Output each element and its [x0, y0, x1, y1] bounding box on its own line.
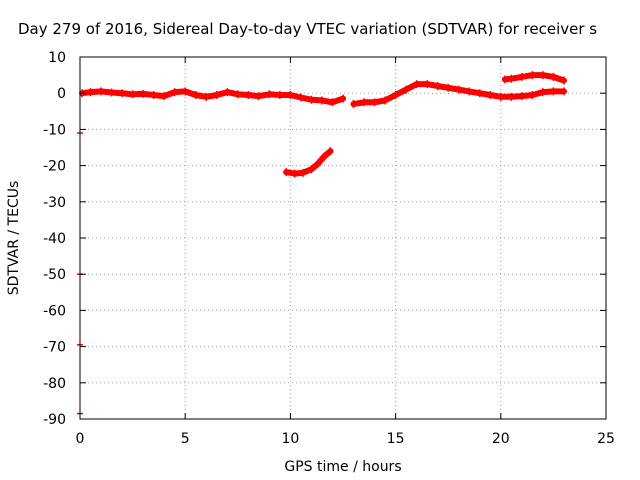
y-tick-label: -10 [43, 122, 66, 138]
data-point [291, 169, 298, 178]
data-point [297, 93, 304, 102]
data-point [327, 147, 334, 156]
y-tick-label: 0 [57, 86, 66, 102]
data-point [213, 91, 220, 100]
x-tick-label: 5 [181, 431, 190, 447]
y-tick-label: -30 [43, 195, 66, 211]
x-tick-label: 25 [597, 431, 615, 447]
plot-frame [79, 56, 607, 420]
data-point [455, 85, 462, 94]
data-point [119, 89, 126, 98]
data-point [140, 89, 147, 98]
data-point [476, 89, 483, 98]
data-point [266, 90, 273, 99]
data-point [560, 87, 567, 96]
data-point [329, 98, 336, 107]
data-point [287, 91, 294, 100]
data-point [502, 75, 509, 84]
y-tick-label: -40 [43, 231, 66, 247]
data-point [466, 87, 473, 96]
data-point [518, 92, 525, 101]
data-point [321, 152, 328, 161]
grid-layer [80, 57, 606, 419]
data-point [550, 87, 557, 96]
data-point [314, 159, 321, 168]
chart-title: Day 279 of 2016, Sidereal Day-to-day VTE… [18, 20, 597, 38]
data-point [87, 88, 94, 97]
data-point [234, 90, 241, 99]
data-point [539, 88, 546, 97]
x-tick-label: 10 [281, 431, 299, 447]
data-point [300, 168, 307, 177]
data-point [361, 98, 368, 107]
y-tick-label: -20 [43, 159, 66, 175]
y-axis-label: SDTVAR / TECUs [6, 181, 22, 296]
data-point [508, 74, 515, 83]
data-point [382, 96, 389, 105]
data-point [539, 71, 546, 80]
x-tick-label: 20 [492, 431, 510, 447]
data-point [529, 71, 536, 80]
data-point [550, 72, 557, 81]
data-point [150, 91, 157, 100]
data-point [192, 91, 199, 100]
y-tick-label: -50 [43, 267, 66, 283]
x-tick-label: 0 [76, 431, 85, 447]
data-point [497, 92, 504, 101]
y-tick-label: -70 [43, 340, 66, 356]
data-point [129, 90, 136, 99]
data-point [350, 100, 357, 109]
data-point [308, 95, 315, 104]
y-tick-label: 10 [48, 50, 66, 66]
data-point [445, 83, 452, 92]
data-point [340, 94, 346, 103]
data-point [108, 88, 115, 97]
data-point [98, 87, 105, 96]
y-tick-label: -60 [43, 303, 66, 319]
data-point [224, 88, 231, 97]
data-point [487, 91, 494, 100]
y-tick-label: -80 [43, 376, 66, 392]
data-point [529, 91, 536, 100]
data-point [318, 96, 325, 105]
data-point [161, 92, 168, 101]
data-point [560, 76, 567, 85]
data-point [245, 91, 252, 100]
data-point [276, 91, 283, 100]
tick-layer: 10 0 -10 -20 -30 -40 -50 -60 -70 -80 -90 0 5 10 15 20 25 [43, 50, 615, 447]
data-point [403, 85, 410, 94]
data-point [255, 92, 262, 101]
series-upper-branch [502, 72, 567, 84]
data-point [392, 91, 399, 100]
data-point [171, 88, 178, 97]
x-tick-label: 15 [387, 431, 405, 447]
data-point [413, 80, 420, 89]
x-axis-label: GPS time / hours [284, 459, 401, 475]
y-tick-label: -90 [43, 412, 66, 428]
data-point [371, 98, 378, 107]
data-point [308, 165, 315, 174]
data-point [203, 92, 210, 101]
data-point [508, 92, 515, 101]
data-point [283, 168, 290, 177]
data-point [518, 72, 525, 81]
data-point [434, 81, 441, 90]
data-point [182, 87, 189, 96]
series-layer [77, 71, 567, 415]
data-point [424, 80, 431, 89]
